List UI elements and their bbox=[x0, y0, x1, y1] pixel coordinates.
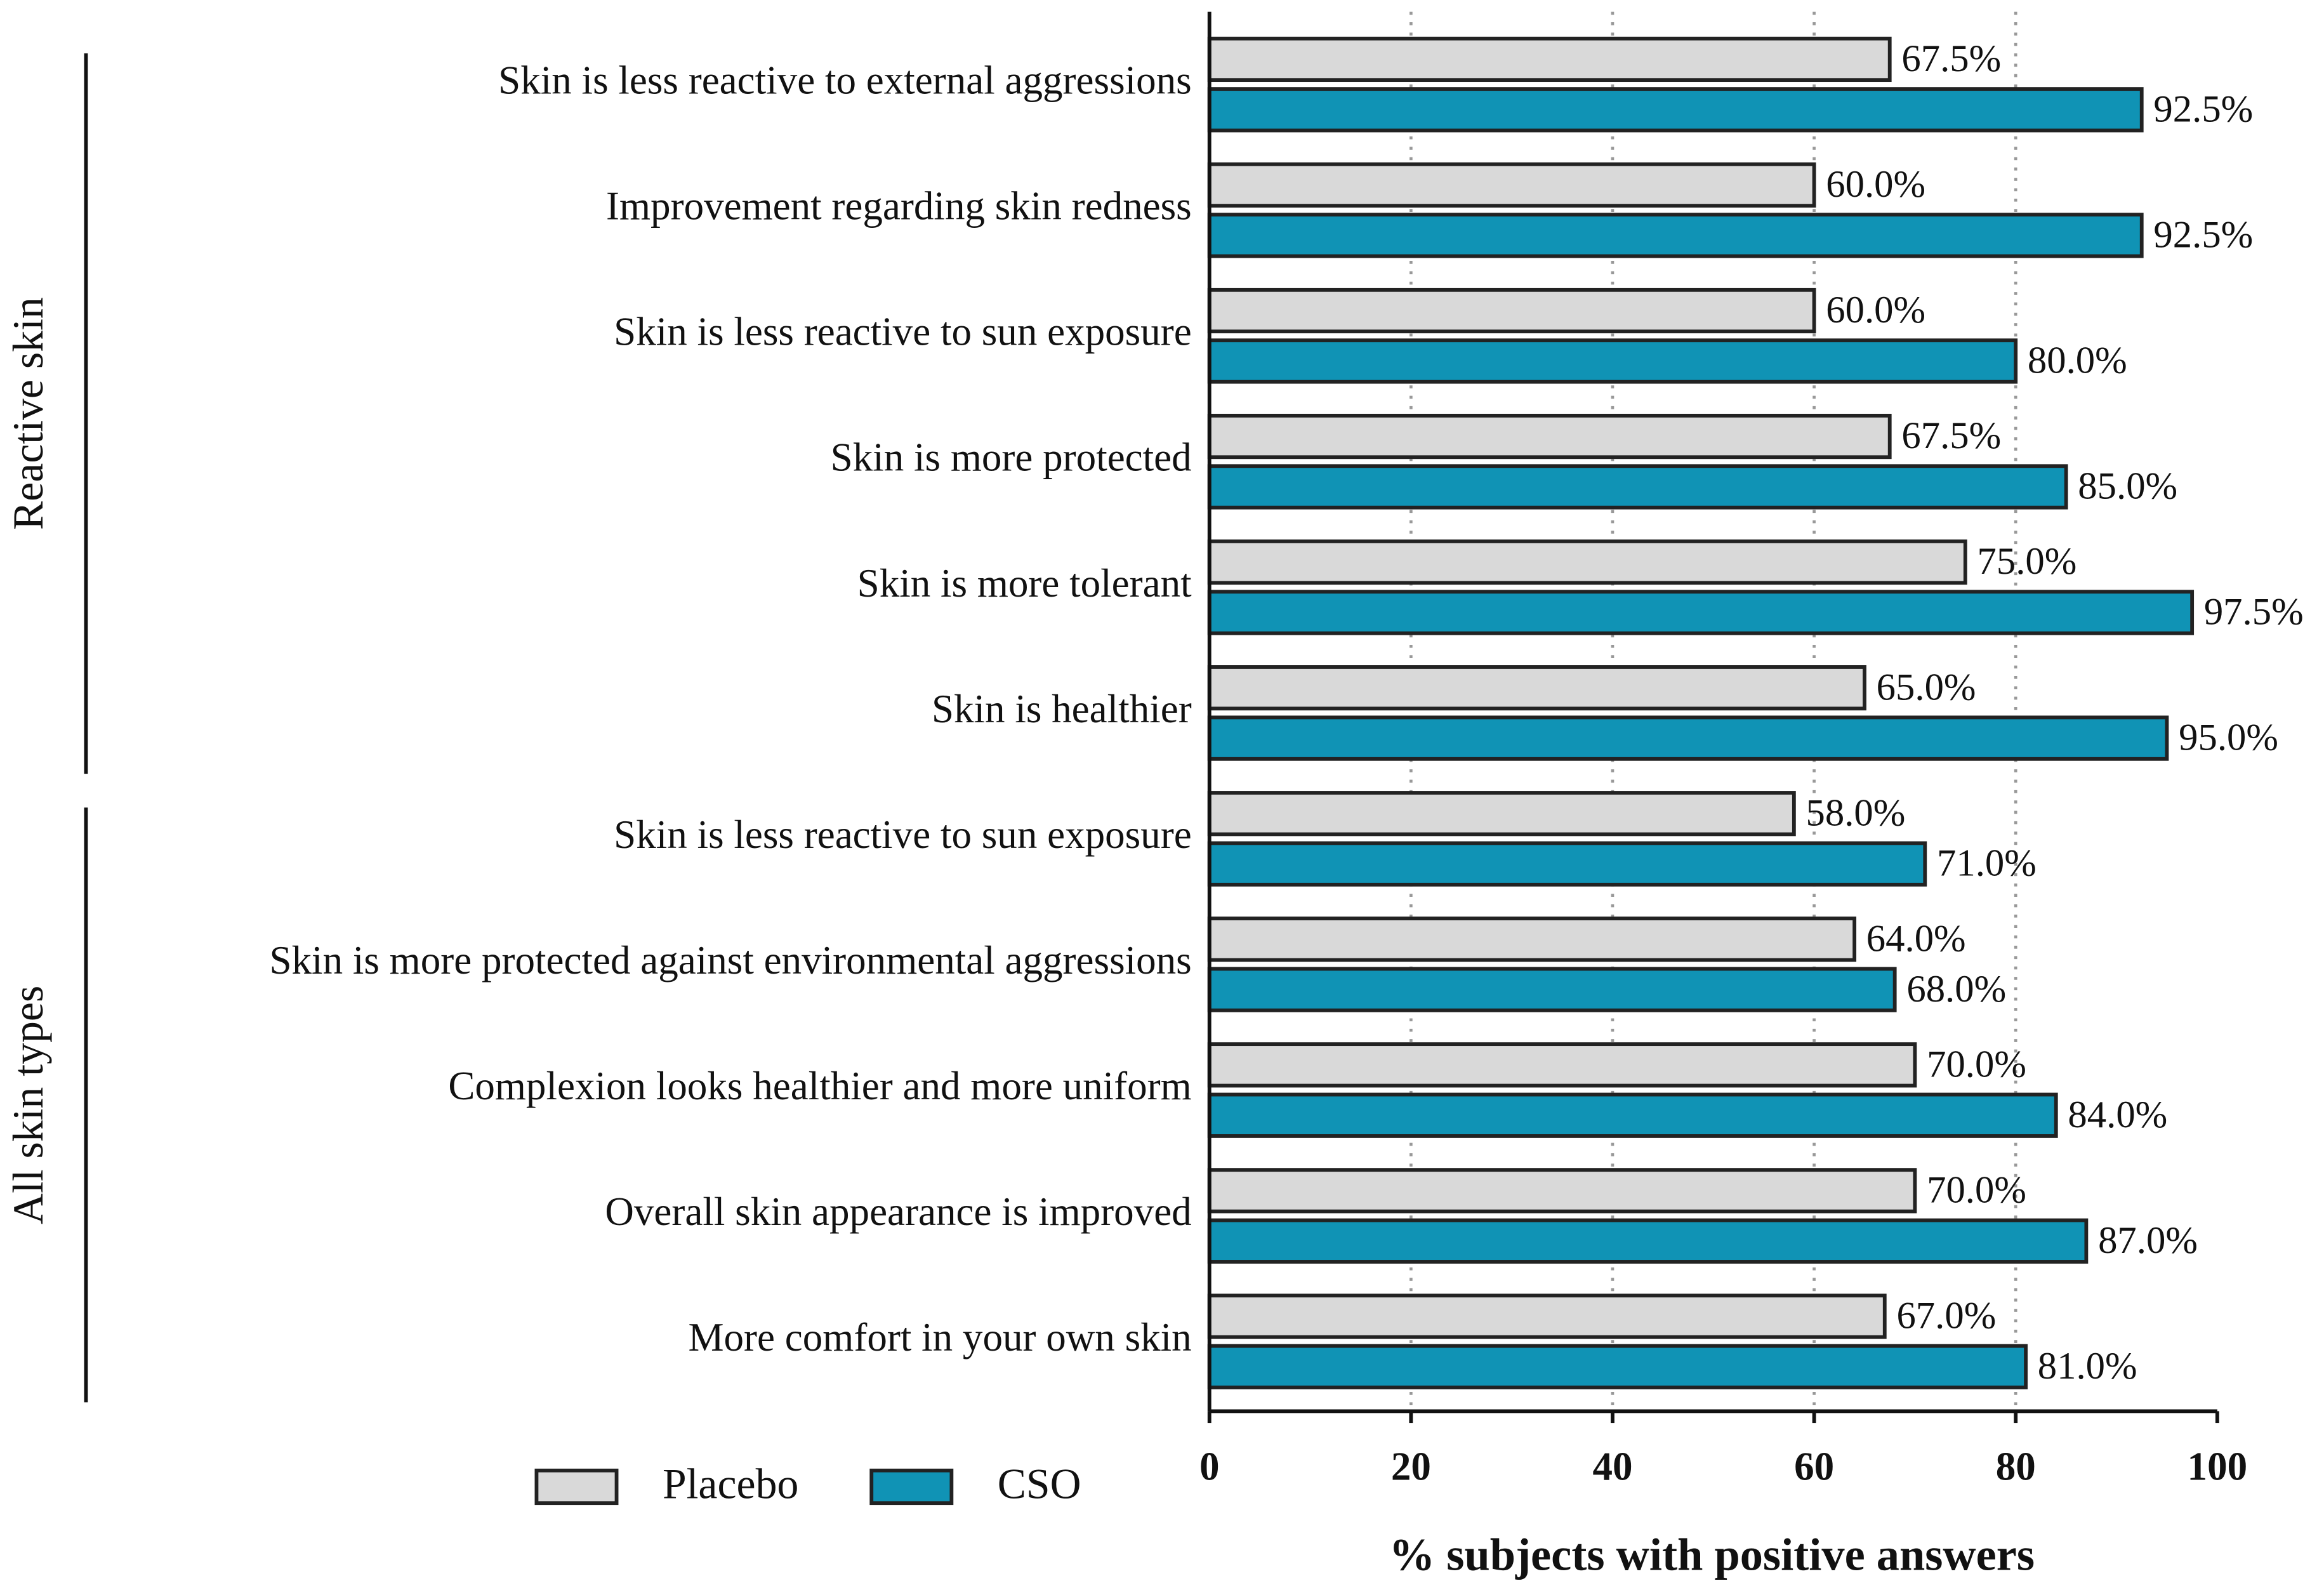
category-label: Skin is more protected bbox=[831, 435, 1192, 480]
value-label: 92.5% bbox=[2153, 88, 2253, 130]
x-tick-label: 20 bbox=[1391, 1444, 1431, 1488]
x-tick-label: 100 bbox=[2188, 1444, 2248, 1488]
x-tick-label: 80 bbox=[1996, 1444, 2036, 1488]
value-label: 92.5% bbox=[2153, 213, 2253, 256]
value-label: 81.0% bbox=[2038, 1345, 2137, 1387]
bar bbox=[1207, 162, 1816, 208]
value-label: 84.0% bbox=[2068, 1094, 2167, 1136]
value-label: 58.0% bbox=[1806, 791, 1906, 834]
value-label: 65.0% bbox=[1877, 666, 1976, 708]
value-label: 70.0% bbox=[1927, 1168, 2026, 1211]
value-label: 70.0% bbox=[1927, 1043, 2026, 1085]
bar bbox=[1207, 1344, 2028, 1389]
bar bbox=[1207, 1092, 2058, 1138]
x-tick-label: 60 bbox=[1794, 1444, 1834, 1488]
legend-label: Placebo bbox=[663, 1460, 798, 1507]
category-label: Skin is healthier bbox=[932, 687, 1192, 731]
category-label: Overall skin appearance is improved bbox=[605, 1189, 1191, 1234]
bar bbox=[1207, 539, 1967, 585]
bar bbox=[1207, 1294, 1887, 1339]
value-label: 80.0% bbox=[2028, 340, 2127, 382]
bar bbox=[1207, 917, 1857, 962]
bar bbox=[1207, 791, 1796, 837]
bar bbox=[1207, 338, 2018, 384]
x-axis-label: % subjects with positive answers bbox=[1389, 1529, 2035, 1580]
bar bbox=[1207, 413, 1892, 460]
bar bbox=[1207, 1042, 1917, 1088]
legend-swatch bbox=[534, 1468, 619, 1506]
bar bbox=[1207, 1168, 1917, 1214]
bar bbox=[1207, 590, 2195, 635]
category-label: More comfort in your own skin bbox=[688, 1315, 1191, 1360]
bar bbox=[1207, 87, 2144, 133]
value-label: 97.5% bbox=[2204, 591, 2304, 633]
bar bbox=[1207, 841, 1927, 887]
legend-swatch bbox=[869, 1468, 954, 1506]
legend-label: CSO bbox=[998, 1460, 1081, 1507]
bar bbox=[1207, 213, 2144, 258]
bar bbox=[1207, 967, 1897, 1012]
value-label: 60.0% bbox=[1826, 289, 1925, 331]
value-label: 87.0% bbox=[2098, 1219, 2198, 1262]
value-label: 85.0% bbox=[2078, 465, 2177, 508]
bar bbox=[1207, 1218, 2089, 1264]
category-label: Skin is more tolerant bbox=[857, 561, 1192, 606]
bar bbox=[1207, 715, 2169, 761]
group-label: Reactive skin bbox=[4, 297, 52, 530]
value-label: 67.5% bbox=[1901, 414, 2001, 457]
category-label: Skin is less reactive to sun exposure bbox=[614, 812, 1192, 857]
bar bbox=[1207, 665, 1866, 711]
value-label: 67.0% bbox=[1896, 1295, 1996, 1337]
bar bbox=[1207, 288, 1816, 334]
x-tick-label: 40 bbox=[1592, 1444, 1632, 1488]
value-label: 68.0% bbox=[1906, 968, 2006, 1010]
category-label: Skin is less reactive to external aggres… bbox=[498, 58, 1192, 103]
value-label: 71.0% bbox=[1937, 842, 2037, 885]
category-label: Skin is less reactive to sun exposure bbox=[614, 310, 1192, 354]
value-label: 64.0% bbox=[1866, 917, 1966, 960]
bar bbox=[1207, 36, 1892, 83]
value-label: 75.0% bbox=[1977, 540, 2077, 583]
category-label: Improvement regarding skin redness bbox=[606, 184, 1192, 228]
group-label: All skin types bbox=[4, 986, 52, 1224]
x-tick-label: 0 bbox=[1199, 1444, 1220, 1488]
value-label: 95.0% bbox=[2179, 717, 2278, 759]
category-label: Skin is more protected against environme… bbox=[269, 938, 1191, 983]
value-label: 60.0% bbox=[1826, 163, 1925, 206]
value-label: 67.5% bbox=[1901, 37, 2001, 80]
category-label: Complexion looks healthier and more unif… bbox=[448, 1064, 1191, 1108]
bar bbox=[1207, 464, 2068, 510]
